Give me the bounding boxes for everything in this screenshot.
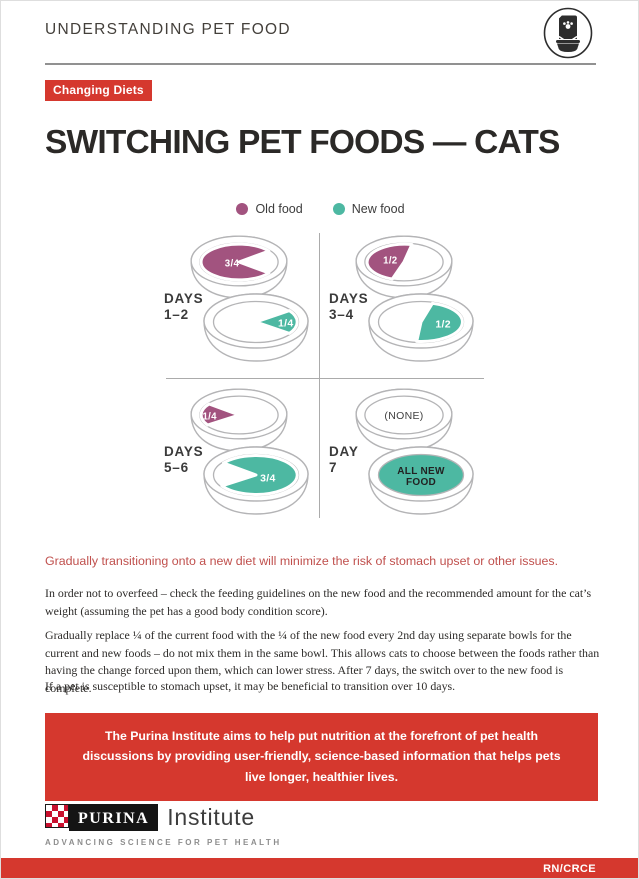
header-divider <box>45 63 596 65</box>
bowl-amount-label: ALL NEW <box>397 466 445 477</box>
body-paragraph: Gradually replace ¼ of the current food … <box>45 628 600 695</box>
document-header: UNDERSTANDING PET FOOD <box>45 21 291 38</box>
diagram-vertical-divider <box>319 233 320 518</box>
legend: Old food New food <box>1 202 638 216</box>
day-label: DAYS 1–2 <box>164 291 204 322</box>
category-badge: Changing Diets <box>45 80 152 101</box>
legend-item-new-food: New food <box>332 202 405 216</box>
bowl-amount-label: (NONE) <box>384 410 423 422</box>
logo-row: PURINA Institute <box>45 804 282 831</box>
bowl-amount-label: 1/2 <box>383 256 397 267</box>
diagram-horizontal-divider <box>166 378 484 379</box>
diagram-quadrant-days-1–2: DAYS 1–2 3/4 1/4 <box>161 233 323 383</box>
paw-print-icon <box>563 21 573 29</box>
page-code: RN/CRCE <box>543 863 596 875</box>
highlight-sentence: Gradually transitioning onto a new diet … <box>45 554 559 568</box>
purina-wordmark: PURINA <box>69 804 159 831</box>
diagram-quadrant-day-7: DAY 7 (NONE) ALL NEW FOOD <box>326 386 488 536</box>
bowls-illustration: 1/4 3/4 <box>190 388 309 515</box>
bowl-amount-label: 1/4 <box>278 318 294 330</box>
purina-institute-logo: PURINA Institute ADVANCING SCIENCE FOR P… <box>45 804 282 847</box>
day-label: DAYS 3–4 <box>329 291 369 322</box>
legend-label-old-food: Old food <box>255 202 303 216</box>
logo-tagline: ADVANCING SCIENCE FOR PET HEALTH <box>45 838 282 847</box>
diagram-quadrant-days-5–6: DAYS 5–6 1/4 3/4 <box>161 386 323 536</box>
bowl-amount-label: 3/4 <box>260 473 276 485</box>
diagram-quadrant-days-3–4: DAYS 3–4 1/2 1/2 <box>326 233 488 383</box>
page-title: SWITCHING PET FOODS — CATS <box>45 124 560 161</box>
bowl-amount-label: 3/4 <box>225 258 240 269</box>
bowl-amount-label: 1/4 <box>202 411 217 422</box>
legend-label-new-food: New food <box>351 202 405 216</box>
old-food-color-swatch <box>236 203 249 215</box>
institute-wordmark: Institute <box>167 804 255 830</box>
footer-bar: RN/CRCE <box>1 858 638 878</box>
pet-food-bag-and-bowl-icon <box>543 7 593 59</box>
body-paragraph: In order not to overfeed – check the fee… <box>45 586 592 618</box>
purina-institute-callout: The Purina Institute aims to help put nu… <box>45 713 598 802</box>
bowls-illustration: 1/2 1/2 <box>355 235 474 362</box>
legend-item-old-food: Old food <box>236 202 303 216</box>
day-label: DAYS 5–6 <box>164 444 204 475</box>
new-food-color-swatch <box>332 203 345 215</box>
food-transition-diagram: DAYS 1–2 3/4 1/4 DAYS 3–4 1/2 1/2 DAYS 5–6 1/4 3/4 D… <box>1 229 638 523</box>
purina-checkerboard-icon <box>45 804 69 828</box>
day-label: DAY 7 <box>329 444 359 475</box>
body-paragraph: If a pet is susceptible to stomach upset… <box>45 679 456 693</box>
bowl-amount-label: 1/2 <box>435 319 451 331</box>
bowls-illustration: 3/4 1/4 <box>190 235 309 362</box>
bowl-amount-label: FOOD <box>406 477 436 488</box>
